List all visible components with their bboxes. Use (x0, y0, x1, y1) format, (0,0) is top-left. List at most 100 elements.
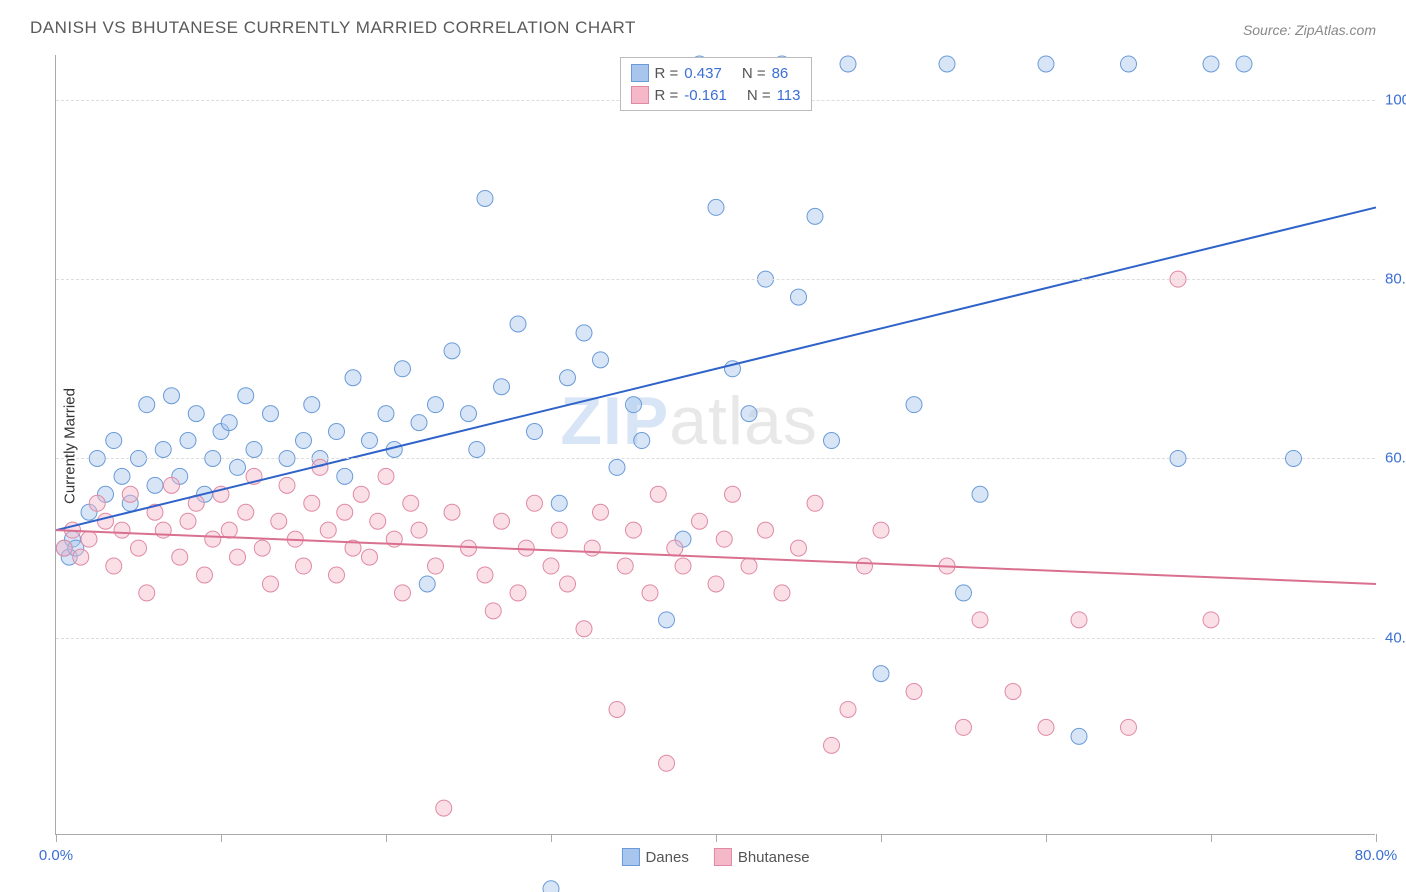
trend-line (56, 207, 1376, 530)
data-point (155, 522, 171, 538)
data-point (304, 397, 320, 413)
x-tick (56, 834, 57, 842)
plot-area: ZIPatlas R = 0.437 N = 86 R = -0.161 N =… (55, 55, 1375, 835)
data-point (106, 558, 122, 574)
data-point (444, 504, 460, 520)
data-point (164, 388, 180, 404)
data-point (263, 406, 279, 422)
data-point (230, 549, 246, 565)
data-point (444, 343, 460, 359)
legend-item-bhutanese: Bhutanese (714, 848, 810, 866)
x-tick (1211, 834, 1212, 842)
data-point (428, 558, 444, 574)
data-point (741, 558, 757, 574)
data-point (692, 513, 708, 529)
data-point (1236, 56, 1252, 72)
data-point (164, 477, 180, 493)
data-point (840, 701, 856, 717)
data-point (1038, 56, 1054, 72)
data-point (906, 684, 922, 700)
data-point (230, 459, 246, 475)
data-point (329, 567, 345, 583)
danes-r-value: 0.437 (684, 65, 722, 82)
data-point (370, 513, 386, 529)
data-point (155, 441, 171, 457)
correlation-legend: R = 0.437 N = 86 R = -0.161 N = 113 (620, 57, 812, 111)
data-point (576, 325, 592, 341)
data-point (469, 441, 485, 457)
data-point (560, 370, 576, 386)
x-tick (221, 834, 222, 842)
data-point (428, 397, 444, 413)
data-point (221, 522, 237, 538)
data-point (634, 433, 650, 449)
data-point (824, 433, 840, 449)
grid-line (56, 279, 1375, 280)
data-point (527, 495, 543, 511)
chart-container: DANISH VS BHUTANESE CURRENTLY MARRIED CO… (0, 0, 1406, 892)
data-point (122, 486, 138, 502)
x-tick (1046, 834, 1047, 842)
data-point (477, 567, 493, 583)
x-tick-label: 0.0% (39, 847, 73, 864)
data-point (114, 468, 130, 484)
data-point (320, 522, 336, 538)
data-point (395, 361, 411, 377)
data-point (543, 881, 559, 892)
data-point (1005, 684, 1021, 700)
data-point (147, 477, 163, 493)
data-point (593, 504, 609, 520)
data-point (584, 540, 600, 556)
bhutanese-swatch-bottom (714, 848, 732, 866)
data-point (807, 495, 823, 511)
data-point (378, 406, 394, 422)
data-point (972, 486, 988, 502)
x-tick (1376, 834, 1377, 842)
data-point (510, 585, 526, 601)
data-point (494, 379, 510, 395)
legend-row-bhutanese: R = -0.161 N = 113 (631, 84, 801, 106)
y-tick-label: 40.0% (1385, 629, 1406, 646)
bhutanese-n-value: 113 (777, 87, 801, 104)
data-point (551, 522, 567, 538)
data-point (758, 522, 774, 538)
grid-line (56, 458, 1375, 459)
data-point (246, 441, 262, 457)
data-point (873, 522, 889, 538)
data-point (180, 433, 196, 449)
data-point (650, 486, 666, 502)
data-point (1071, 612, 1087, 628)
data-point (403, 495, 419, 511)
data-point (353, 486, 369, 502)
data-point (131, 540, 147, 556)
x-tick (881, 834, 882, 842)
data-point (395, 585, 411, 601)
y-tick-label: 100.0% (1385, 91, 1406, 108)
data-point (477, 190, 493, 206)
data-point (238, 388, 254, 404)
grid-line (56, 638, 1375, 639)
data-point (337, 504, 353, 520)
data-point (972, 612, 988, 628)
data-point (617, 558, 633, 574)
data-point (510, 316, 526, 332)
danes-swatch-bottom (621, 848, 639, 866)
data-point (543, 558, 559, 574)
data-point (296, 433, 312, 449)
data-point (659, 612, 675, 628)
chart-title: DANISH VS BHUTANESE CURRENTLY MARRIED CO… (30, 18, 636, 38)
data-point (106, 433, 122, 449)
x-tick (716, 834, 717, 842)
data-point (114, 522, 130, 538)
data-point (609, 701, 625, 717)
data-point (89, 495, 105, 511)
data-point (708, 199, 724, 215)
data-point (485, 603, 501, 619)
danes-n-value: 86 (772, 65, 789, 82)
data-point (518, 540, 534, 556)
legend-label-bhutanese: Bhutanese (738, 849, 810, 866)
data-point (56, 540, 72, 556)
data-point (675, 558, 691, 574)
data-point (263, 576, 279, 592)
data-point (642, 585, 658, 601)
